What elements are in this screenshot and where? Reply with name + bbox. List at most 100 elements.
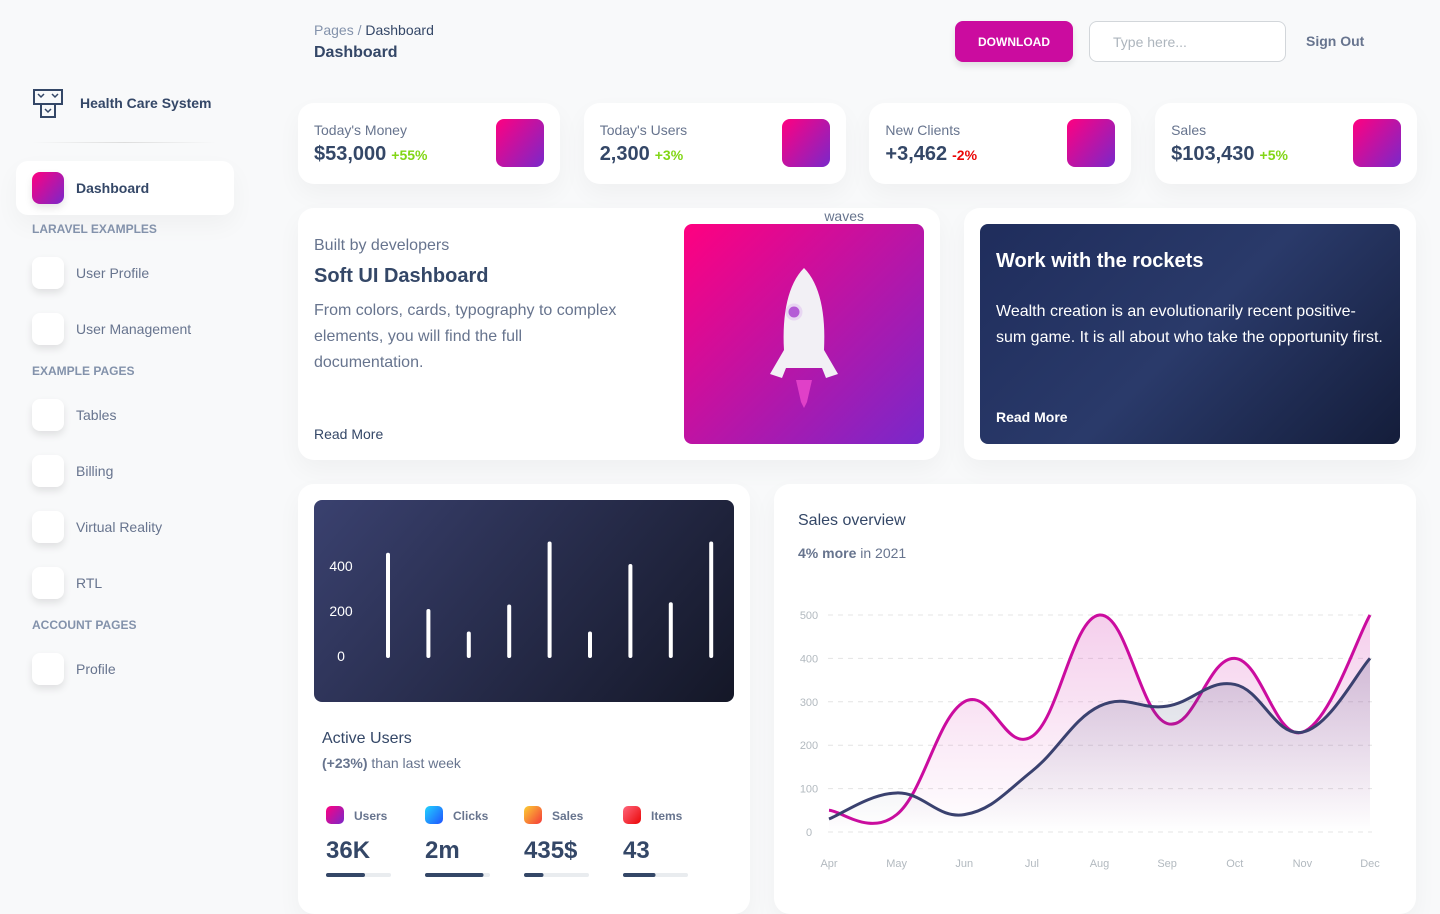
nav-label: User Profile <box>76 265 150 281</box>
x-tick-label: Dec <box>1360 858 1380 870</box>
nav-label: Dashboard <box>76 180 150 196</box>
nav-label: Billing <box>76 463 114 479</box>
progress-bar <box>524 873 544 877</box>
nav-item[interactable]: User Profile <box>16 247 234 299</box>
nav-icon <box>32 455 64 487</box>
section-title: EXAMPLE PAGES <box>32 364 135 378</box>
nav-icon <box>32 511 64 543</box>
sign-out[interactable]: Sign Out <box>1306 33 1365 49</box>
progress-bar <box>623 873 656 877</box>
mini-stat-value: 43 <box>623 837 650 864</box>
chart-subtitle: (+23%) than last week <box>322 755 461 771</box>
x-tick-label: Jul <box>1025 858 1039 870</box>
nav-item[interactable]: User Management <box>16 303 234 355</box>
nav-label: Profile <box>76 661 116 677</box>
stat-value: $53,000 +55% <box>314 143 428 165</box>
nav-icon <box>32 567 64 599</box>
mini-stat-value: 2m <box>425 837 460 864</box>
rockets-card: Work with the rockets Wealth creation is… <box>964 208 1416 460</box>
nav-item[interactable]: RTL <box>16 557 234 609</box>
y-tick-label: 400 <box>800 653 818 665</box>
stat-value: $103,430 +5% <box>1171 143 1288 165</box>
stat-change: +3% <box>654 147 684 163</box>
breadcrumb-parent[interactable]: Pages <box>314 22 354 38</box>
mini-stat-icon <box>326 806 344 824</box>
rocket-image <box>684 224 924 444</box>
progress-bar <box>326 873 365 877</box>
subtitle-text: in 2021 <box>860 545 907 561</box>
nav-label: Tables <box>76 407 117 423</box>
search-input[interactable]: Type here... <box>1089 21 1286 62</box>
card-text: From colors, cards, typography to comple… <box>314 302 617 371</box>
subtitle-highlight: 4% more <box>798 545 857 561</box>
nav-label: Virtual Reality <box>76 519 163 535</box>
divider <box>32 142 216 143</box>
breadcrumb: Pages / Dashboard <box>314 22 434 38</box>
stat-change: +55% <box>391 147 428 163</box>
mini-stat-value: 36K <box>326 837 371 864</box>
stat-card: Today's Money $53,000 +55% <box>298 103 560 184</box>
nav-icon <box>32 399 64 431</box>
stat-icon <box>781 119 830 167</box>
bar-chart-background <box>314 500 734 702</box>
stat-card: New Clients +3,462 -2% <box>869 103 1132 184</box>
area <box>829 658 1370 832</box>
nav-item[interactable]: Profile <box>16 643 234 695</box>
y-tick-label: 200 <box>800 740 818 752</box>
nav-item[interactable]: Virtual Reality <box>16 501 234 553</box>
mini-stat-icon <box>623 806 641 824</box>
subtitle-highlight: (+23%) <box>322 755 368 771</box>
x-tick-label: Aug <box>1090 858 1110 870</box>
y-tick-label: 0 <box>337 648 345 664</box>
mini-stat-label: Clicks <box>453 809 489 823</box>
mini-stat-value: 435$ <box>524 837 578 864</box>
line <box>828 613 1372 825</box>
subtitle-text: than last week <box>371 755 461 771</box>
mini-stat-label: Users <box>354 809 388 823</box>
stat-value: 2,300 +3% <box>599 143 684 165</box>
nav-icon <box>32 257 64 289</box>
download-button[interactable]: DOWNLOAD <box>955 21 1073 62</box>
image-alt: waves <box>824 208 864 224</box>
nav-item-active[interactable]: Dashboard <box>16 161 234 215</box>
stat-icon <box>496 119 544 167</box>
nav-item[interactable]: Billing <box>16 445 234 497</box>
y-tick-label: 500 <box>800 610 818 622</box>
x-tick-label: Jun <box>955 858 973 870</box>
x-tick-label: Apr <box>820 858 837 870</box>
read-more[interactable]: Read More <box>314 426 384 442</box>
brand-logo <box>33 89 63 119</box>
card-kicker: Built by developers <box>314 237 450 254</box>
progress-bar <box>425 873 484 877</box>
nav-icon <box>32 653 64 685</box>
rockets-background: Work with the rockets Wealth creation is… <box>980 224 1400 444</box>
stat-value: +3,462 -2% <box>885 143 978 165</box>
x-tick-label: Oct <box>1226 858 1243 870</box>
nav-label: User Management <box>76 321 192 337</box>
page-title: Dashboard <box>314 44 398 61</box>
stat-change: -2% <box>952 147 978 163</box>
read-more[interactable]: Read More <box>996 409 1068 425</box>
nav-icon <box>32 313 64 345</box>
card-title: Soft UI Dashboard <box>314 265 489 287</box>
y-tick-label: 0 <box>806 827 812 839</box>
chart-title: Sales overview <box>798 512 906 529</box>
chart-title: Active Users <box>322 730 412 747</box>
line <box>828 657 1372 821</box>
stat-icon <box>1353 119 1402 167</box>
y-tick-label: 300 <box>800 697 818 709</box>
y-tick-label: 400 <box>329 558 353 574</box>
stat-label: Today's Users <box>599 122 688 138</box>
stat-label: New Clients <box>885 122 961 138</box>
y-tick-label: 100 <box>800 784 818 796</box>
nav-item[interactable]: Tables <box>16 389 234 441</box>
mini-stat-icon <box>524 806 542 824</box>
x-tick-label: Nov <box>1293 858 1313 870</box>
stat-label: Sales <box>1171 122 1207 138</box>
mini-stat-label: Items <box>651 809 683 823</box>
card-title: Work with the rockets <box>996 250 1204 272</box>
stat-card: Today's Users 2,300 +3% <box>583 103 846 184</box>
info-card: Built by developers Soft UI Dashboard Fr… <box>298 208 940 460</box>
